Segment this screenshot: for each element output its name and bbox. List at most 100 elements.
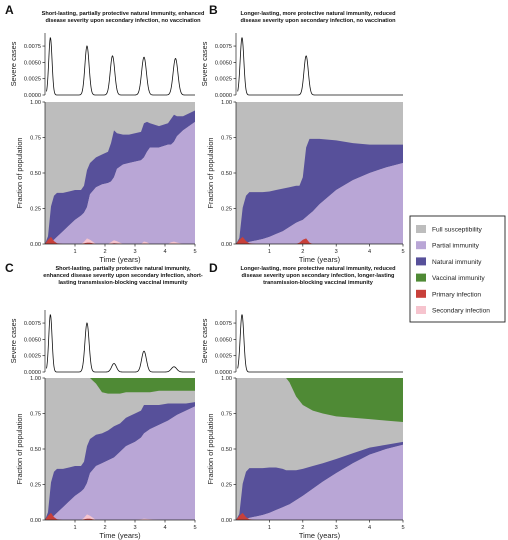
bottom-x-tick-label: 2	[301, 249, 304, 255]
bottom-x-tick-label: 1	[73, 525, 76, 531]
area-partial-immunity	[45, 406, 195, 520]
top-y-tick-label: 0.0050	[215, 337, 232, 343]
bottom-x-tick-label: 2	[103, 249, 106, 255]
top-y-tick-label: 0.0075	[24, 321, 41, 327]
legend-swatch-natural-immunity	[416, 257, 426, 266]
bottom-y-tick-label: 0.75	[30, 136, 41, 142]
bottom-y-tick-label: 0.50	[221, 447, 232, 453]
bottom-y-axis-label: Fraction of population	[15, 137, 24, 208]
bottom-x-axis-label: Time (years)	[99, 255, 140, 264]
top-y-axis-label: Severe cases	[200, 318, 209, 363]
area-secondary-infection	[45, 236, 195, 244]
bottom-y-tick-label: 0.50	[221, 171, 232, 177]
bottom-x-tick-label: 4	[163, 525, 166, 531]
bottom-y-tick-label: 1.00	[30, 376, 41, 382]
bottom-y-tick-label: 0.25	[221, 207, 232, 213]
panel-title-line: lasting transmission-blocking vaccinal i…	[58, 280, 188, 286]
panel-title-line: transmission-blocking vaccinal immunity	[263, 280, 374, 286]
legend-label-primary-infection: Primary infection	[432, 291, 481, 298]
bottom-y-tick-label: 0.25	[30, 483, 41, 489]
bottom-y-tick-label: 0.75	[30, 412, 41, 418]
panel-title-line: Short-lasting, partially protective natu…	[55, 266, 191, 272]
top-y-tick-label: 0.0025	[24, 77, 41, 83]
legend: Full susceptibility Partial immunity Natur…	[409, 215, 506, 323]
area-vaccinal-immunity	[236, 378, 403, 423]
top-y-tick-label: 0.0075	[215, 44, 232, 50]
top-y-tick-label: 0.0025	[215, 354, 232, 360]
area-partial-immunity	[45, 121, 195, 244]
panel-title-line: disease severity upon secondary infectio…	[45, 18, 201, 24]
bottom-x-tick-label: 1	[268, 249, 271, 255]
panel-title-line: enhanced disease severity upon secondary…	[43, 273, 203, 279]
area-natural-immunity	[45, 402, 195, 520]
top-y-tick-label: 0.0000	[24, 93, 41, 99]
top-y-axis-label: Severe cases	[9, 41, 18, 86]
top-y-tick-label: 0.0075	[215, 321, 232, 327]
legend-swatch-secondary-infection	[416, 306, 426, 314]
area-natural-immunity	[45, 110, 195, 245]
top-y-tick-label: 0.0050	[24, 337, 41, 343]
bottom-y-axis-label: Fraction of population	[206, 137, 215, 208]
top-y-tick-label: 0.0025	[215, 77, 232, 83]
panel-c: C Short-lasting, partially protective nat…	[5, 261, 203, 540]
top-y-tick-label: 0.0025	[24, 354, 41, 360]
bottom-y-tick-label: 0.75	[221, 136, 232, 142]
bottom-y-axis-label: Fraction of population	[206, 413, 215, 484]
area-partial-immunity	[236, 163, 403, 244]
top-y-axis-label: Severe cases	[9, 318, 18, 363]
severe-cases-line	[46, 37, 195, 96]
legend-swatch-primary-infection	[416, 289, 426, 298]
top-y-tick-label: 0.0075	[24, 44, 41, 50]
bottom-y-tick-label: 0.00	[30, 518, 41, 524]
bottom-x-tick-label: 3	[133, 249, 136, 255]
bottom-x-tick-label: 4	[368, 249, 371, 255]
bottom-x-tick-label: 3	[133, 525, 136, 531]
bottom-x-tick-label: 4	[368, 525, 371, 531]
bottom-x-tick-label: 2	[301, 525, 304, 531]
panel-title-line: disease severity upon secondary infectio…	[242, 273, 396, 279]
bottom-y-tick-label: 0.00	[30, 242, 41, 248]
bottom-x-tick-label: 4	[163, 249, 166, 255]
bottom-y-tick-label: 0.25	[221, 483, 232, 489]
bottom-x-tick-label: 3	[335, 525, 338, 531]
panel-letter: C	[5, 261, 14, 275]
bottom-x-tick-label: 5	[401, 249, 404, 255]
legend-label-vaccinal-immunity: Vaccinal immunity	[432, 275, 485, 282]
panel-d: D Longer-lasting, more protective natural…	[200, 261, 405, 540]
panel-a: A Short-lasting, partially protective nat…	[5, 3, 205, 264]
panel-title-line: Longer-lasting, more protective natural …	[241, 11, 397, 17]
top-y-tick-label: 0.0000	[215, 93, 232, 99]
top-y-axis-label: Severe cases	[200, 41, 209, 86]
panel-letter: A	[5, 3, 14, 17]
severe-cases-line	[237, 314, 403, 373]
legend-swatch-full-susceptibility	[416, 225, 426, 233]
top-y-tick-label: 0.0000	[215, 370, 232, 376]
panel-letter: B	[209, 3, 218, 17]
panel-title-line: Short-lasting, partially protective natu…	[42, 11, 205, 17]
panel-b: B Longer-lasting, more protective natural…	[200, 3, 405, 264]
bottom-y-tick-label: 0.75	[221, 412, 232, 418]
bottom-y-tick-label: 0.00	[221, 518, 232, 524]
top-y-tick-label: 0.0050	[215, 60, 232, 66]
legend-label-natural-immunity: Natural immunity	[432, 259, 482, 266]
legend-swatch-partial-immunity	[416, 241, 426, 250]
bottom-y-tick-label: 0.50	[30, 447, 41, 453]
bottom-y-tick-label: 1.00	[30, 100, 41, 106]
top-y-tick-label: 0.0000	[24, 370, 41, 376]
top-y-tick-label: 0.0050	[24, 60, 41, 66]
area-partial-immunity	[236, 444, 403, 520]
bottom-x-tick-label: 5	[193, 525, 196, 531]
bottom-y-tick-label: 1.00	[221, 100, 232, 106]
bottom-x-tick-label: 1	[73, 249, 76, 255]
bottom-x-tick-label: 3	[335, 249, 338, 255]
area-natural-immunity	[236, 138, 403, 244]
severe-cases-line	[46, 314, 195, 373]
bottom-x-axis-label: Time (years)	[299, 255, 340, 264]
bottom-y-tick-label: 0.25	[30, 207, 41, 213]
panel-title-line: disease severity upon secondary infectio…	[240, 18, 396, 24]
bottom-y-axis-label: Fraction of population	[15, 413, 24, 484]
area-natural-immunity	[236, 441, 403, 520]
panel-title-line: Longer-lasting, more protective natural …	[241, 266, 397, 272]
bottom-x-axis-label: Time (years)	[299, 531, 340, 540]
panel-letter: D	[209, 261, 218, 275]
